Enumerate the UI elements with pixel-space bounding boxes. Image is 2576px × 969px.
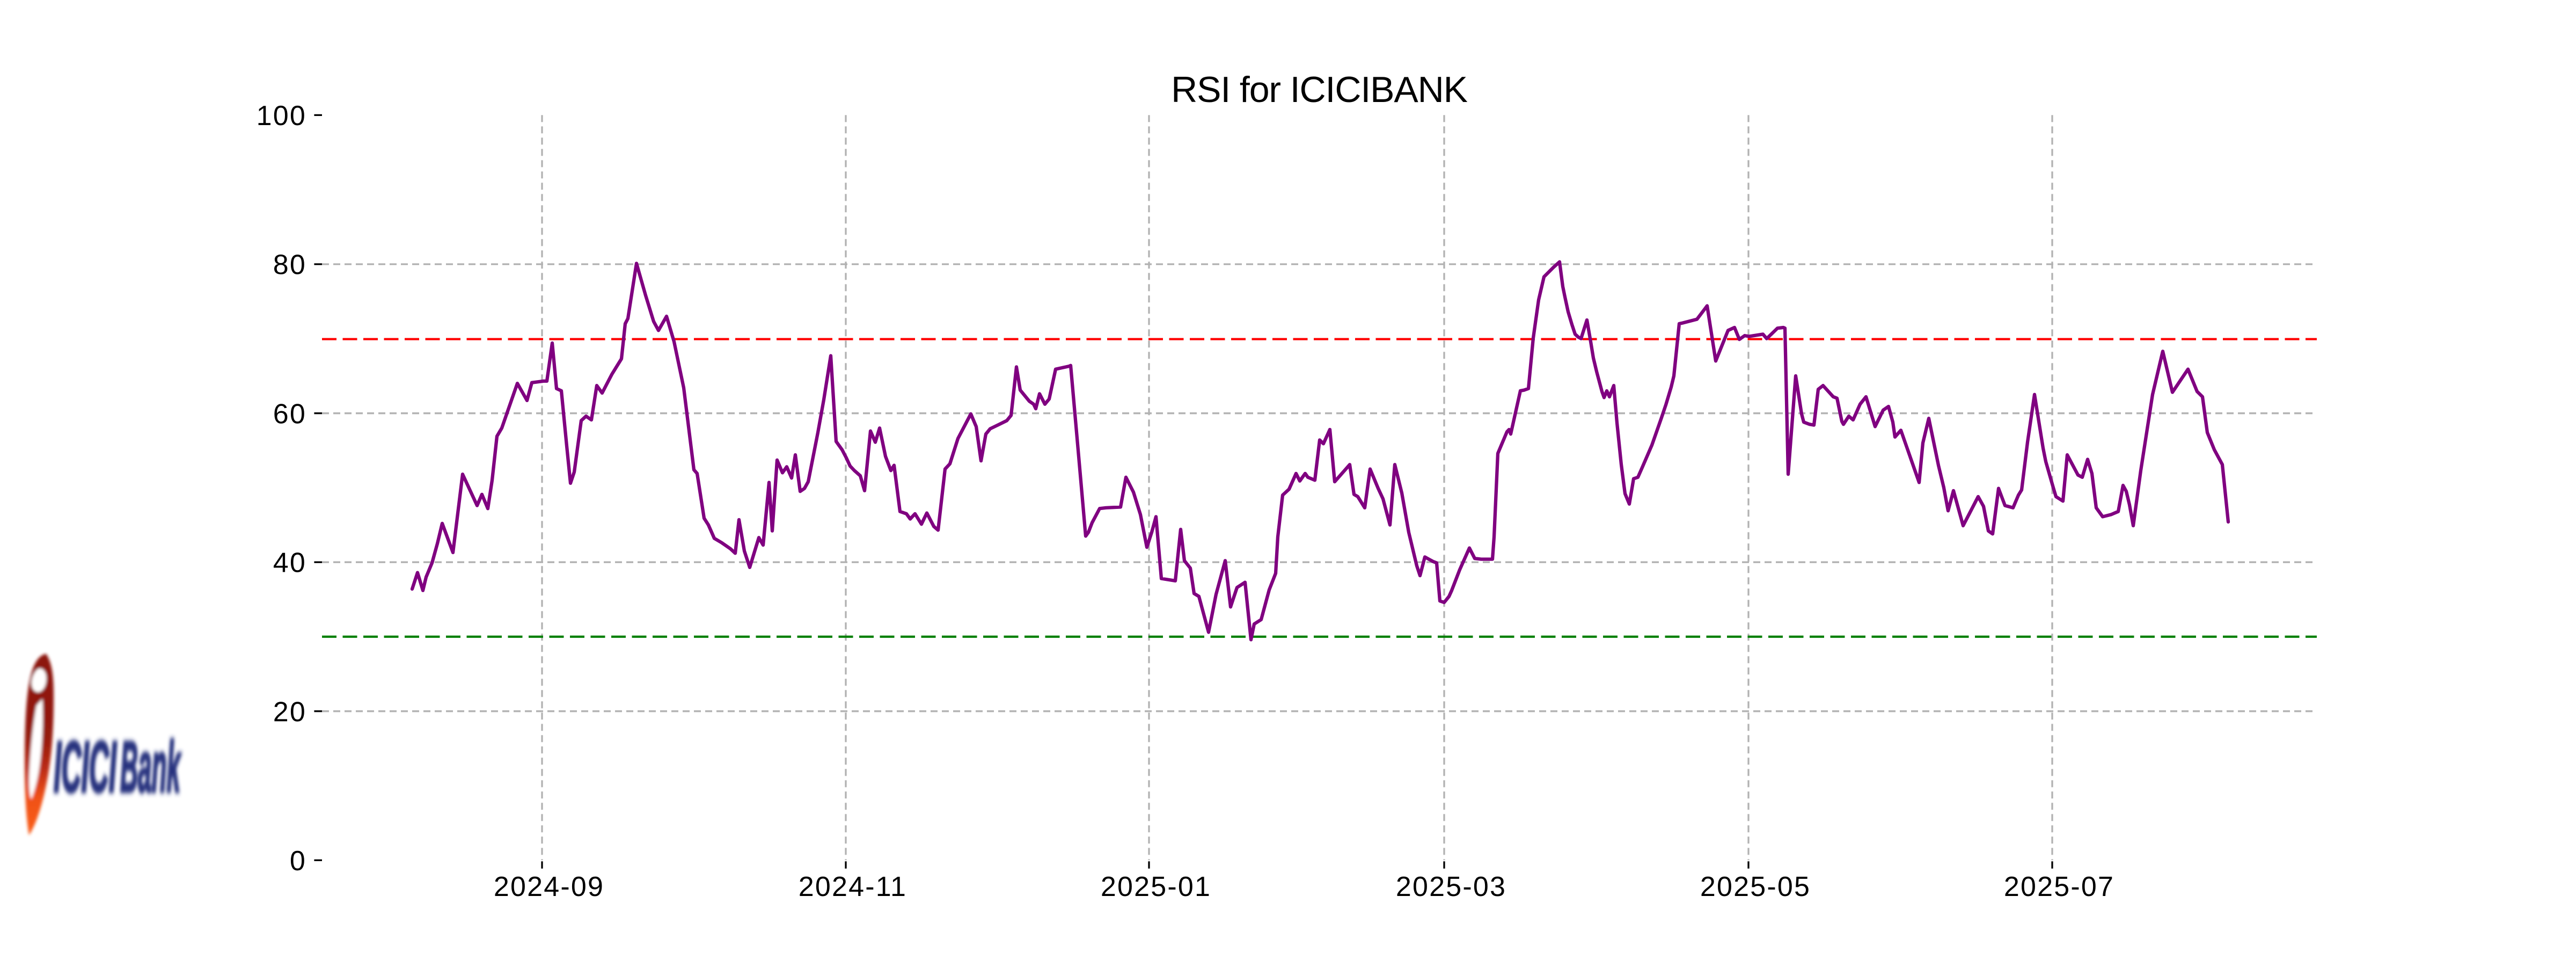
svg-text:2025-07: 2025-07 bbox=[2004, 871, 2114, 902]
svg-text:2025-05: 2025-05 bbox=[1700, 871, 1811, 902]
svg-text:80: 80 bbox=[273, 250, 306, 281]
svg-text:40: 40 bbox=[273, 548, 306, 579]
svg-text:2025-03: 2025-03 bbox=[1396, 871, 1506, 902]
svg-text:100: 100 bbox=[257, 100, 306, 132]
svg-text:2024-11: 2024-11 bbox=[799, 871, 907, 902]
svg-text:20: 20 bbox=[273, 696, 306, 727]
svg-text:2024-09: 2024-09 bbox=[494, 871, 604, 902]
svg-text:0: 0 bbox=[290, 846, 306, 877]
svg-text:Bank: Bank bbox=[120, 726, 181, 807]
svg-text:ICICI: ICICI bbox=[54, 726, 117, 807]
svg-text:RSI for ICICIBANK: RSI for ICICIBANK bbox=[1171, 69, 1468, 110]
svg-text:2025-01: 2025-01 bbox=[1101, 871, 1211, 902]
svg-text:60: 60 bbox=[273, 398, 306, 429]
